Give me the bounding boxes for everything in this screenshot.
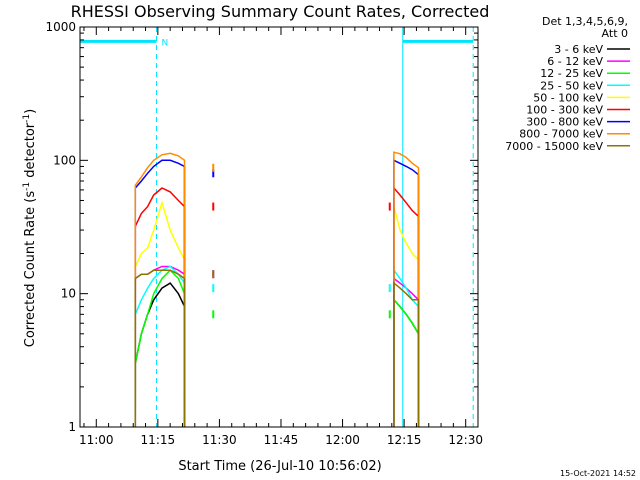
chart-title: RHESSI Observing Summary Count Rates, Co… [71,2,490,21]
x-tick-label: 11:45 [264,433,299,447]
legend-title-line-1: Det 1,3,4,5,6,9, [542,15,628,28]
x-axis-label: Start Time (26-Jul-10 10:56:02) [178,459,381,474]
legend-label: 7000 - 15000 keV [505,140,603,153]
legend-title-line-2: Att 0 [602,27,628,40]
series-line-100-300-kev-s1 [134,187,186,428]
plot-frame [79,26,479,428]
legend-label: 3 - 6 keV [554,43,603,56]
series-line-50-100-kev-s1 [134,200,186,428]
legend-label: 300 - 800 keV [526,116,603,129]
legend-label: 50 - 100 keV [533,91,603,104]
series-line-300-800-kev-s1 [134,159,186,428]
series-line-25-50-kev-s1 [134,265,186,428]
series-line-12-25-kev-s1 [134,269,186,428]
y-tick-label: 1000 [45,20,76,34]
y-tick-label: 1 [68,420,76,434]
series-line-50-100-kev-s2 [393,206,420,428]
x-tick-label: 12:00 [325,433,360,447]
x-tick-label: 11:15 [141,433,176,447]
series-line-800-7000-kev-s1 [134,152,186,428]
legend-label: 6 - 12 keV [547,55,603,68]
series-line-7000-15000-kev-s1 [134,269,186,428]
series-line-3-6-kev-s1 [134,282,186,428]
x-tick-label: 12:15 [387,433,422,447]
series-line-100-300-kev-s2 [393,185,420,428]
x-tick-label: 12:30 [448,433,483,447]
series-line-6-12-kev-s2 [393,276,420,428]
y-axis-label: Corrected Count Rate (s-1 detector-1) [22,109,38,347]
annotation-1: N [161,38,168,48]
legend-label: 800 - 7000 keV [519,128,603,141]
x-tick-label: 11:30 [202,433,237,447]
y-tick-label: 100 [53,153,76,167]
legend-label: 100 - 300 keV [526,104,603,117]
series-line-12-25-kev-s2 [393,297,420,428]
series-line-3-6-kev-s2 [393,297,420,428]
legend-label: 12 - 25 keV [540,67,603,80]
y-tick-label: 10 [61,287,76,301]
series-line-7000-15000-kev-s2 [393,281,420,428]
series-line-800-7000-kev-s2 [393,151,420,428]
legend-label: 25 - 50 keV [540,79,603,92]
footer-timestamp: 15-Oct-2021 14:52 [560,469,636,478]
x-tick-label: 11:00 [79,433,114,447]
